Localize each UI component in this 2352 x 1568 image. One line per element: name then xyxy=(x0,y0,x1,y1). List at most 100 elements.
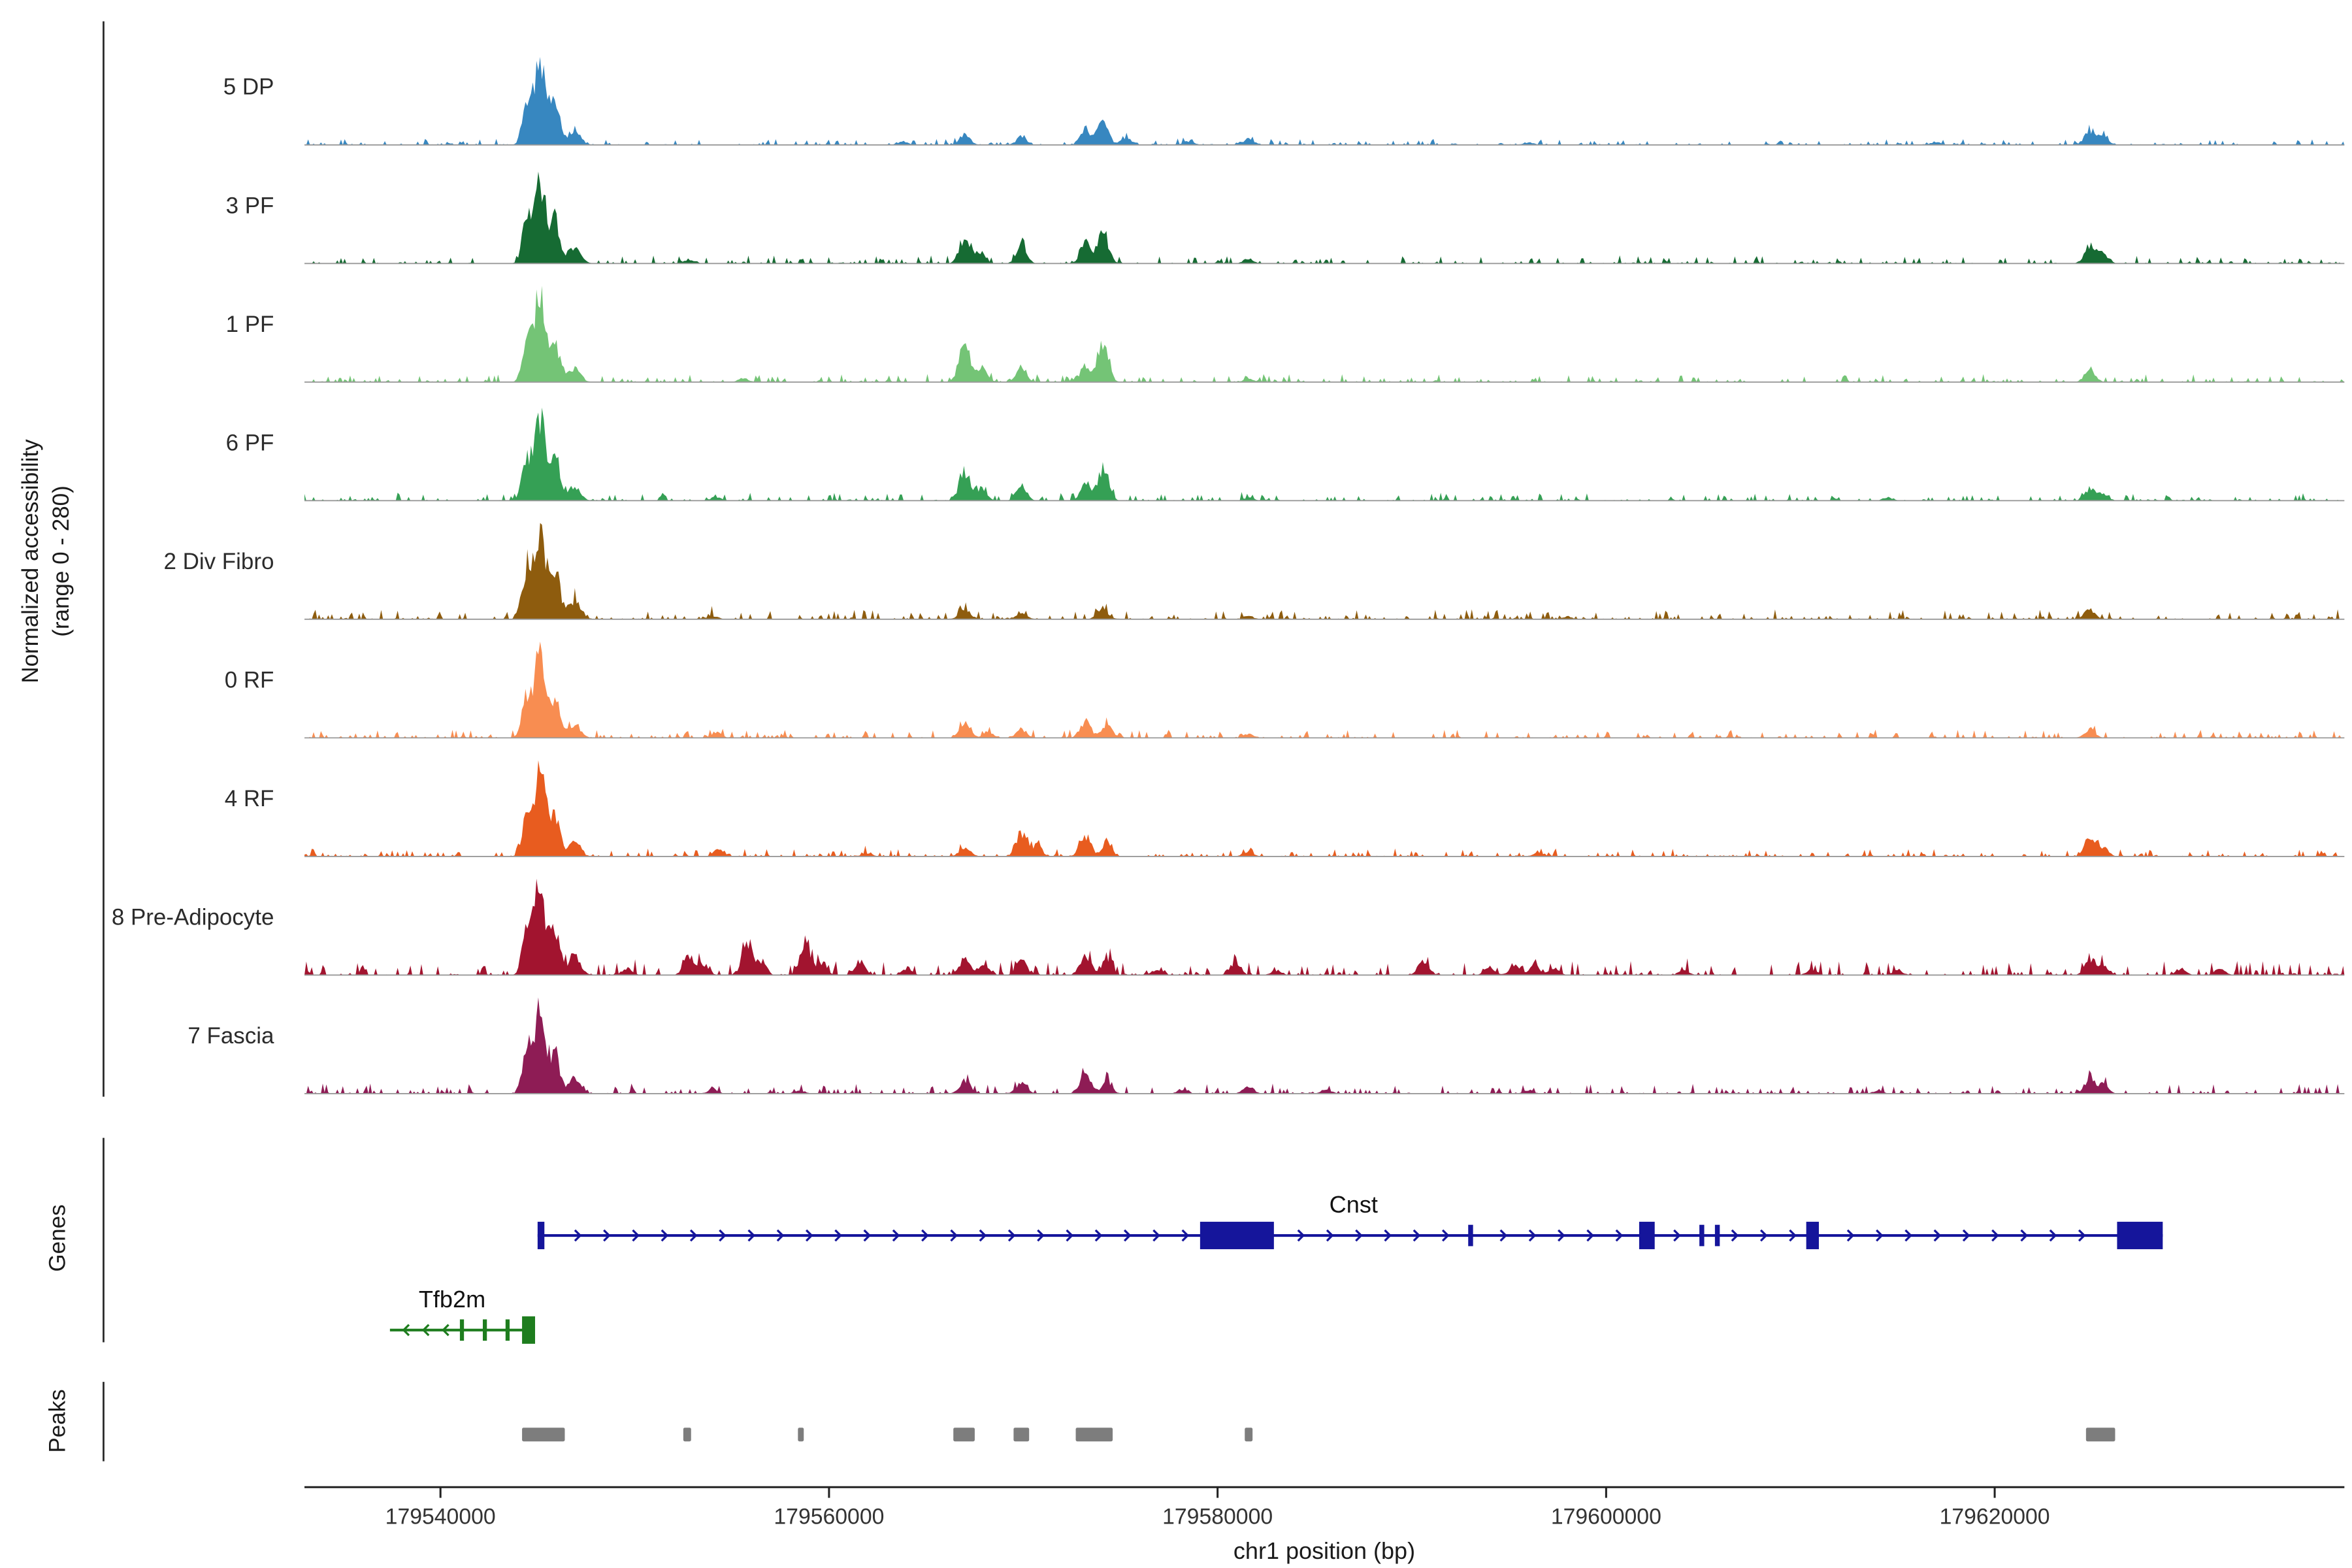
x-axis-tick-label: 179600000 xyxy=(1551,1504,1661,1529)
track-2-div-fibro: 2 Div Fibro xyxy=(164,523,2345,620)
gene-exon xyxy=(1699,1224,1705,1247)
gene-exon xyxy=(2117,1222,2163,1250)
y-axis-label-line1: Normalized accessibility xyxy=(17,439,43,683)
strand-arrow-icon xyxy=(1673,1229,1681,1242)
x-axis-tick-label: 179540000 xyxy=(385,1504,496,1529)
strand-arrow-icon xyxy=(719,1229,727,1242)
track-3-pf: 3 PF xyxy=(226,171,2345,265)
strand-arrow-icon xyxy=(2078,1229,2086,1242)
strand-arrow-icon xyxy=(574,1229,582,1242)
gene-strand-arrows xyxy=(402,1324,449,1337)
strand-arrow-icon xyxy=(950,1229,958,1242)
peak-region xyxy=(522,1428,565,1442)
strand-arrow-icon xyxy=(863,1229,872,1242)
strand-arrow-icon xyxy=(921,1229,929,1242)
y-axis-label: Normalized accessibility (range 0 - 280) xyxy=(15,439,77,683)
strand-arrow-icon xyxy=(632,1229,640,1242)
peak-region xyxy=(1245,1428,1253,1442)
track-7-fascia: 7 Fascia xyxy=(188,997,2345,1094)
strand-arrow-icon xyxy=(1152,1229,1160,1242)
strand-arrow-icon xyxy=(1991,1229,1999,1242)
strand-arrow-icon xyxy=(421,1324,430,1337)
track-label-5-dp: 5 DP xyxy=(223,74,274,100)
strand-arrow-icon xyxy=(689,1229,698,1242)
strand-arrow-icon xyxy=(1297,1229,1305,1242)
gene-exon xyxy=(505,1319,510,1341)
genes-section-label: Genes xyxy=(44,1204,71,1272)
strand-arrow-icon xyxy=(1846,1229,1855,1242)
strand-arrow-icon xyxy=(1413,1229,1421,1242)
strand-arrow-icon xyxy=(1499,1229,1508,1242)
gene-exon xyxy=(1200,1222,1274,1250)
strand-arrow-icon xyxy=(1731,1229,1739,1242)
gene-name-label-tfb2m: Tfb2m xyxy=(419,1286,485,1313)
strand-arrow-icon xyxy=(1384,1229,1392,1242)
strand-arrow-icon xyxy=(1586,1229,1594,1242)
gene-tfb2m: Tfb2m xyxy=(389,1286,535,1344)
gene-exon xyxy=(1639,1222,1655,1250)
x-axis-tick-label: 179620000 xyxy=(1940,1504,2050,1529)
strand-arrow-icon xyxy=(1441,1229,1450,1242)
strand-arrow-icon xyxy=(603,1229,611,1242)
gene-exon xyxy=(1806,1222,1819,1250)
gene-strand-arrows xyxy=(574,1229,2086,1242)
strand-arrow-icon xyxy=(2049,1229,2057,1242)
strand-arrow-icon xyxy=(1962,1229,1970,1242)
strand-arrow-icon xyxy=(442,1324,449,1337)
track-label-7-fascia: 7 Fascia xyxy=(188,1023,274,1049)
strand-arrow-icon xyxy=(2020,1229,2028,1242)
peaks-track xyxy=(522,1428,2115,1442)
gene-exon xyxy=(483,1319,487,1341)
strand-arrow-icon xyxy=(1066,1229,1074,1242)
gene-exon xyxy=(522,1316,535,1344)
strand-arrow-icon xyxy=(1528,1229,1537,1242)
strand-arrow-icon xyxy=(1904,1229,1912,1242)
peak-region xyxy=(953,1428,975,1442)
strand-arrow-icon xyxy=(1876,1229,1884,1242)
gene-exon xyxy=(537,1222,545,1250)
track-label-1-pf: 1 PF xyxy=(226,312,274,337)
track-8-pre-adipocyte: 8 Pre-Adipocyte xyxy=(112,878,2345,976)
peak-region xyxy=(683,1428,691,1442)
strand-arrow-icon xyxy=(1094,1229,1103,1242)
strand-arrow-icon xyxy=(661,1229,669,1242)
track-label-4-rf: 4 RF xyxy=(225,786,274,811)
strand-arrow-icon xyxy=(1933,1229,1942,1242)
track-label-0-rf: 0 RF xyxy=(225,667,274,693)
track-label-6-pf: 6 PF xyxy=(226,430,274,455)
gene-cnst: Cnst xyxy=(537,1191,2163,1250)
gene-exon xyxy=(459,1319,465,1341)
y-axis-label-line2: (range 0 - 280) xyxy=(48,485,74,637)
strand-arrow-icon xyxy=(1355,1229,1363,1242)
strand-arrow-icon xyxy=(1615,1229,1624,1242)
strand-arrow-icon xyxy=(1037,1229,1045,1242)
strand-arrow-icon xyxy=(1789,1229,1797,1242)
track-4-rf: 4 RF xyxy=(225,760,2345,857)
track-1-pf: 1 PF xyxy=(226,286,2345,383)
gene-name-label-cnst: Cnst xyxy=(1330,1191,1378,1218)
strand-arrow-icon xyxy=(892,1229,900,1242)
peak-region xyxy=(798,1428,804,1442)
track-5-dp: 5 DP xyxy=(223,57,2345,146)
strand-arrow-icon xyxy=(1326,1229,1334,1242)
track-label-3-pf: 3 PF xyxy=(226,193,274,218)
strand-arrow-icon xyxy=(1558,1229,1565,1242)
x-axis-title: chr1 position (bp) xyxy=(1233,1537,1416,1564)
track-0-rf: 0 RF xyxy=(225,641,2345,739)
strand-arrow-icon xyxy=(1007,1229,1016,1242)
peaks-section-label: Peaks xyxy=(44,1389,71,1453)
strand-arrow-icon xyxy=(805,1229,813,1242)
coverage-tracks: 5 DP 3 PF 1 PF 6 PF 2 Div Fibro 0 RF 4 RF 8 Pre… xyxy=(112,57,2345,1094)
strand-arrow-icon xyxy=(1181,1229,1190,1242)
strand-arrow-icon xyxy=(979,1229,987,1242)
x-axis-tick-label: 179580000 xyxy=(1162,1504,1273,1529)
strand-arrow-icon xyxy=(747,1229,756,1242)
strand-arrow-icon xyxy=(776,1229,785,1242)
track-label-8-pre-adipocyte: 8 Pre-Adipocyte xyxy=(112,904,274,930)
strand-arrow-icon xyxy=(402,1324,410,1337)
peak-region xyxy=(2085,1428,2115,1442)
x-axis: 179540000 179560000 179580000 179600000 1796… xyxy=(304,1486,2345,1529)
